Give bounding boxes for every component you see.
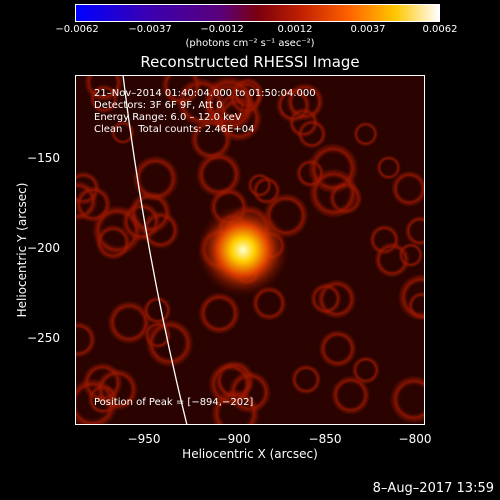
noise-ring (110, 120, 135, 145)
image-title: Reconstructed RHESSI Image (140, 53, 360, 71)
y-axis-label: Heliocentric Y (arcsec) (15, 182, 29, 318)
noise-ring (247, 172, 272, 198)
colorbar-tick: 0.0037 (350, 24, 386, 35)
noise-ring (189, 118, 233, 161)
noise-ring (275, 87, 311, 123)
noise-ring (308, 168, 359, 219)
noise-ring (198, 292, 241, 335)
noise-ring (389, 375, 425, 424)
noise-ring (376, 155, 402, 180)
noise-ring (161, 75, 202, 106)
noise-ring (290, 364, 322, 395)
timestamp-footer: 8–Aug–2017 13:59 (372, 481, 494, 496)
noise-ring (331, 375, 371, 415)
noise-ring (351, 356, 380, 385)
noise-ring (407, 291, 425, 320)
colorbar-tick: 0.0012 (277, 24, 313, 35)
noise-ring (132, 155, 179, 202)
colorbar-tick: −0.0037 (128, 24, 172, 35)
noise-ring (95, 368, 139, 411)
x-tick-label: −950 (127, 432, 161, 446)
noise-ring (208, 361, 253, 406)
x-tick-label: −850 (308, 432, 342, 446)
noise-ring (128, 191, 172, 235)
noise-ring (391, 170, 425, 207)
noise-ring (75, 321, 97, 358)
colorbar-tick: −0.0012 (200, 24, 244, 35)
noise-ring (310, 282, 342, 315)
colorbar-tick: 0.0062 (422, 24, 458, 35)
info-peak: Position of Peak = [−894,−202] (94, 397, 254, 408)
noise-ring (145, 319, 194, 368)
y-tick-label: −250 (27, 331, 60, 345)
solar-limb-line (122, 75, 188, 425)
noise-ring (404, 215, 425, 247)
x-tick-label: −900 (217, 432, 251, 446)
colorbar (75, 4, 440, 22)
x-tick-label: −800 (398, 432, 432, 446)
noise-ring (195, 151, 242, 198)
noise-ring (95, 224, 131, 261)
y-tick-label: −200 (27, 241, 60, 255)
solar-image[interactable] (75, 75, 425, 425)
noise-ring (353, 121, 379, 147)
noise-ring (398, 242, 424, 268)
info-detectors: Detectors: 3F 6F 9F, Att 0 (94, 100, 223, 111)
noise-ring (297, 119, 327, 149)
solar-image-canvas (75, 75, 425, 425)
noise-ring (318, 329, 357, 368)
x-axis-label: Heliocentric X (arcsec) (182, 447, 318, 461)
flare-source (197, 204, 289, 296)
colorbar-tick: −0.0062 (55, 24, 99, 35)
noise-ring (89, 84, 119, 114)
noise-ring (251, 285, 287, 321)
info-energy: Energy Range: 6.0 – 12.0 keV (94, 112, 242, 123)
noise-ring (203, 75, 255, 127)
info-time: 21–Nov–2014 01:40:04.000 to 01:50:04.000 (94, 88, 316, 99)
y-tick-label: −150 (27, 151, 60, 165)
info-clean: Clean Total counts: 2.46E+04 (94, 124, 255, 135)
noise-ring (107, 300, 151, 345)
noise-ring (75, 185, 112, 223)
colorbar-unit-label: (photons cm⁻² s⁻¹ asec⁻²) (185, 38, 315, 49)
